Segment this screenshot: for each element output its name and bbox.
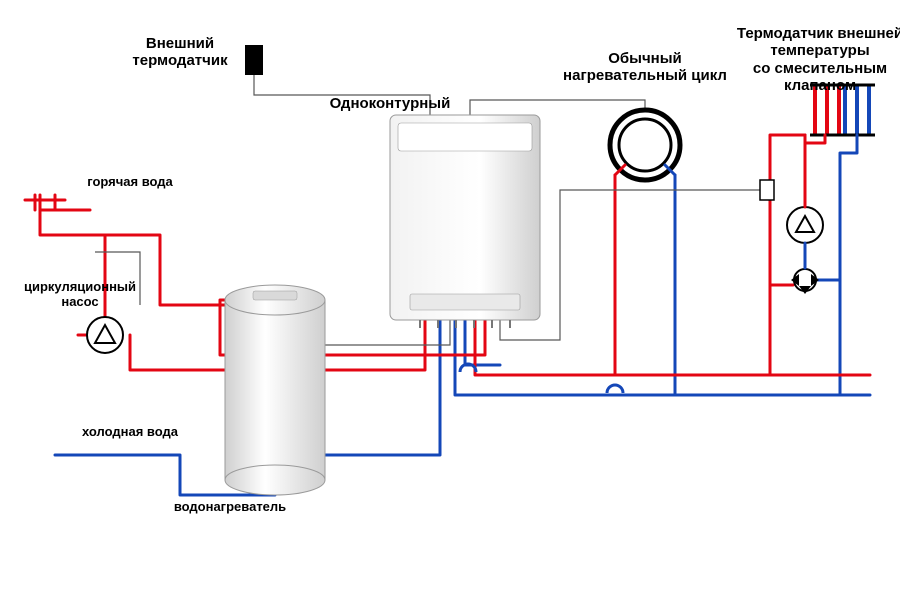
label-single-loop: Одноконтурный [310,95,470,112]
label-ext-sensor: Внешний термодатчик [105,35,255,70]
label-mix-valve: Термодатчик внешней температуры со смеси… [725,25,900,94]
label-hot-water: горячая вода [60,175,200,190]
label-water-heater: водонагреватель [145,500,315,515]
label-heat-cycle: Обычный нагревательный цикл [540,50,750,85]
label-cold-water: холодная вода [55,425,205,440]
label-circ-pump: циркуляционный насос [5,280,155,310]
